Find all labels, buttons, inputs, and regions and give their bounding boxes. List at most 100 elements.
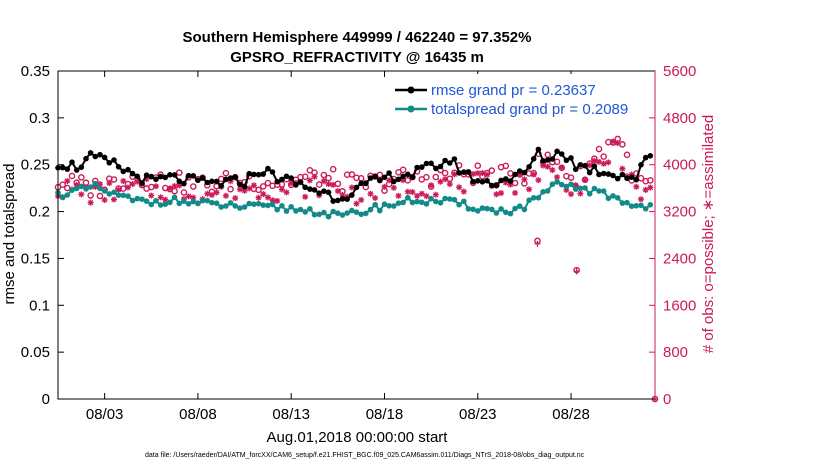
obs-possible-marker xyxy=(502,162,510,170)
obs-outlier-assimilated xyxy=(573,268,580,275)
asterisk-stroke xyxy=(605,159,612,166)
x-tick-label: 08/28 xyxy=(552,406,590,423)
asterisk-stroke xyxy=(302,194,308,200)
series-point-rmse xyxy=(400,173,406,180)
series-point-rmse xyxy=(330,198,337,204)
obs-assimilated-marker xyxy=(456,184,463,191)
asterisk-stroke xyxy=(125,184,131,191)
asterisk-stroke xyxy=(559,164,565,171)
series-point-spread xyxy=(101,188,108,194)
series-point-rmse xyxy=(437,163,444,170)
y-tick-label-right: 4800 xyxy=(663,110,696,127)
obs-assimilated-marker xyxy=(148,192,155,199)
asterisk-stroke xyxy=(265,194,271,201)
series-point-spread xyxy=(512,205,518,212)
series-point-spread xyxy=(582,185,588,191)
legend-box xyxy=(391,74,647,120)
series-point-rmse xyxy=(577,162,584,168)
obs-possible-marker xyxy=(59,181,66,189)
asterisk-stroke xyxy=(87,199,94,206)
x-tick-label: 08/13 xyxy=(272,406,310,423)
series-point-rmse xyxy=(516,168,523,174)
series-point-rmse xyxy=(475,178,481,184)
series-point-rmse xyxy=(87,150,94,156)
series-point-rmse xyxy=(419,164,425,170)
asterisk-stroke xyxy=(535,177,542,183)
asterisk-stroke xyxy=(307,177,313,184)
series-point-spread xyxy=(139,196,145,202)
obs-assimilated-marker xyxy=(320,178,327,185)
series-point-rmse xyxy=(544,157,551,163)
obs-assimilated-marker xyxy=(306,177,313,184)
asterisk-stroke xyxy=(433,192,439,198)
series-point-rmse xyxy=(279,176,285,183)
series-point-rmse xyxy=(586,169,593,176)
obs-possible-marker xyxy=(441,169,449,177)
asterisk-stroke xyxy=(367,191,374,197)
asterisk-stroke xyxy=(451,171,458,177)
asterisk-stroke xyxy=(311,174,318,180)
asterisk-stroke xyxy=(185,193,192,200)
series-point-rmse xyxy=(638,162,644,168)
obs-outlier-assimilated xyxy=(534,240,541,247)
series-point-spread xyxy=(185,201,192,207)
asterisk-stroke xyxy=(153,183,159,189)
series-point-spread xyxy=(171,194,178,201)
obs-possible-marker xyxy=(227,185,234,193)
series-point-spread xyxy=(614,195,621,201)
obs-assimilated-marker xyxy=(493,191,500,198)
y-tick-label-left: 0.1 xyxy=(29,297,50,314)
series-point-rmse xyxy=(64,166,71,172)
series-point-spread xyxy=(600,188,607,194)
series-point-rmse xyxy=(204,179,211,186)
y-axis-label-left: rmse and totalspread xyxy=(1,164,18,305)
asterisk-stroke xyxy=(461,188,467,195)
y-tick-label-left: 0.3 xyxy=(29,110,50,127)
series-point-spread xyxy=(325,213,332,220)
obs-assimilated-marker xyxy=(348,184,355,191)
series-point-spread xyxy=(255,200,262,207)
obs-assimilated-marker xyxy=(381,183,388,190)
obs-assimilated-marker xyxy=(498,190,505,197)
series-point-rmse xyxy=(344,196,351,202)
asterisk-stroke xyxy=(143,176,150,182)
obs-assimilated-marker xyxy=(414,192,421,199)
asterisk-stroke xyxy=(610,138,616,145)
obs-assimilated-marker xyxy=(446,181,453,188)
asterisk-stroke xyxy=(442,176,448,182)
asterisk-stroke xyxy=(545,163,551,170)
series-point-spread xyxy=(232,203,238,209)
asterisk-stroke xyxy=(246,185,252,192)
series-point-rmse xyxy=(409,174,416,180)
y-tick-label-right: 3200 xyxy=(663,204,696,221)
obs-assimilated-marker xyxy=(311,173,318,180)
asterisk-stroke xyxy=(64,178,70,184)
series-point-rmse xyxy=(115,164,122,170)
series-point-rmse xyxy=(507,178,514,184)
series-point-spread xyxy=(437,200,444,206)
series-point-spread xyxy=(321,209,327,216)
series-point-rmse xyxy=(391,178,397,185)
obs-possible-marker xyxy=(404,177,412,184)
obs-possible-marker xyxy=(329,165,337,173)
series-point-spread xyxy=(302,209,309,215)
asterisk-stroke xyxy=(493,191,500,197)
series-point-rmse xyxy=(83,155,89,162)
series-point-spread xyxy=(251,201,257,207)
obs-assimilated-marker xyxy=(255,194,262,201)
obs-possible-marker xyxy=(423,173,430,181)
plot-background xyxy=(58,71,655,399)
series-point-spread xyxy=(307,206,313,212)
asterisk-stroke xyxy=(321,178,327,184)
series-point-rmse xyxy=(605,171,612,177)
series-point-rmse xyxy=(143,172,150,178)
series-point-spread xyxy=(419,199,425,206)
series-point-rmse xyxy=(433,165,439,172)
series-point-spread xyxy=(153,198,159,204)
chart-title-line2: GPSRO_REFRACTIVITY @ 16435 m xyxy=(230,49,484,66)
series-point-rmse xyxy=(125,166,131,173)
series-point-rmse xyxy=(283,173,290,180)
obs-assimilated-marker xyxy=(124,184,131,191)
series-point-rmse xyxy=(414,164,420,171)
series-point-rmse xyxy=(162,174,169,181)
